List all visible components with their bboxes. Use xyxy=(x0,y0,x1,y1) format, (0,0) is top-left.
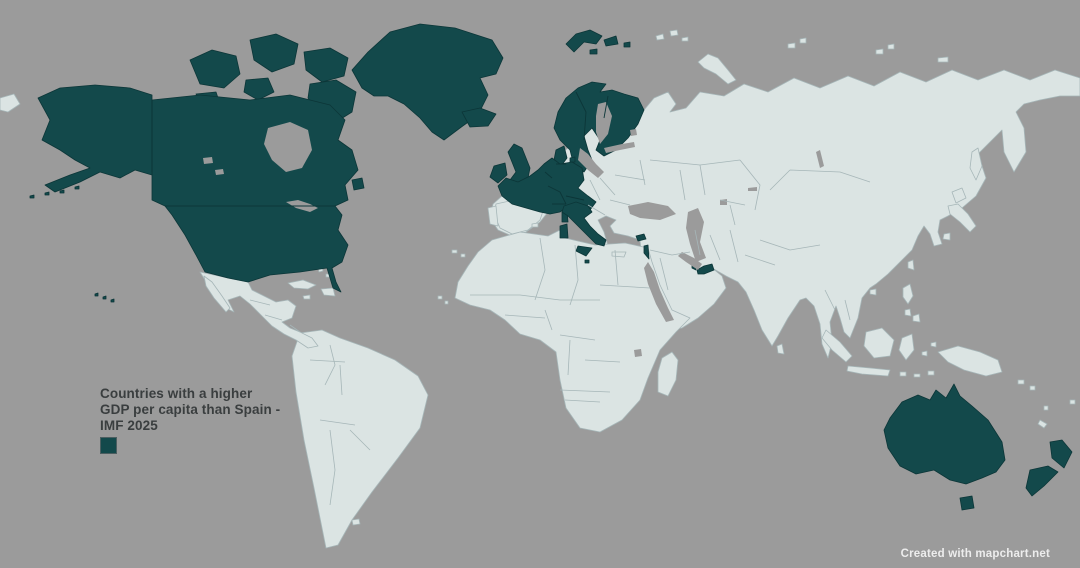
country-sardinia[interactable] xyxy=(559,223,569,239)
hudson-bay xyxy=(264,122,312,172)
credit-text: Created with mapchart.net xyxy=(900,548,1050,560)
lake-ladoga xyxy=(630,129,637,136)
lake-victoria xyxy=(634,349,642,357)
country-borneo[interactable] xyxy=(863,327,895,359)
country-svalbard[interactable] xyxy=(565,29,631,55)
country-uae[interactable] xyxy=(696,263,715,275)
country-newfoundland[interactable] xyxy=(351,177,365,191)
country-iceland[interactable] xyxy=(461,107,497,128)
baltic-sea xyxy=(578,148,604,178)
country-japan-honshu[interactable] xyxy=(947,203,977,233)
country-cape-verde[interactable] xyxy=(437,295,449,305)
country-hawaii[interactable] xyxy=(94,292,115,303)
border-lines-dark xyxy=(151,91,609,207)
country-israel[interactable] xyxy=(643,244,650,260)
country-japan-kyushu[interactable] xyxy=(942,232,951,241)
country-new-guinea[interactable] xyxy=(937,345,1003,377)
country-lesser-sunda[interactable] xyxy=(899,370,935,378)
country-sicily[interactable] xyxy=(575,245,593,257)
country-cuba[interactable] xyxy=(287,279,317,290)
country-chukotka-edge[interactable] xyxy=(0,93,21,113)
country-balearics[interactable] xyxy=(531,222,539,228)
red-sea xyxy=(644,262,674,322)
country-tasmania[interactable] xyxy=(959,495,975,511)
lake-baikal xyxy=(816,150,824,168)
country-new-zealand-north[interactable] xyxy=(1049,439,1073,469)
country-canada[interactable] xyxy=(151,94,359,207)
country-madagascar[interactable] xyxy=(657,351,679,397)
country-pacific-islands[interactable] xyxy=(1017,379,1076,429)
country-usa[interactable] xyxy=(164,205,349,293)
country-italy[interactable] xyxy=(561,201,607,247)
country-western-europe[interactable] xyxy=(497,157,597,215)
country-japan-hokkaido[interactable] xyxy=(951,187,967,204)
country-aleutian-islands[interactable] xyxy=(29,185,80,199)
country-mexico-central-america[interactable] xyxy=(199,271,319,349)
country-canada-arctic-islands[interactable] xyxy=(189,33,357,123)
country-baja-california[interactable] xyxy=(203,275,231,313)
canadian-lakes xyxy=(203,157,224,175)
country-australia[interactable] xyxy=(883,383,1006,485)
country-crete[interactable] xyxy=(611,251,627,258)
lake-balkhash xyxy=(748,187,757,191)
country-malta[interactable] xyxy=(584,259,590,264)
legend-swatch xyxy=(100,437,117,454)
gulf-of-bothnia xyxy=(596,102,612,144)
country-falkland-islands[interactable] xyxy=(351,518,361,526)
border-lines-light xyxy=(249,159,871,506)
country-canary-islands[interactable] xyxy=(451,249,466,258)
country-moluccas[interactable] xyxy=(921,341,937,357)
country-arctic-russia-islands[interactable] xyxy=(655,29,949,63)
highlighted-countries xyxy=(29,23,1073,511)
country-hispaniola[interactable] xyxy=(320,287,336,297)
country-jamaica[interactable] xyxy=(302,294,311,300)
country-ireland[interactable] xyxy=(489,162,508,184)
country-philippines[interactable] xyxy=(902,283,921,323)
country-alaska[interactable] xyxy=(37,84,153,193)
country-sumatra[interactable] xyxy=(821,329,853,363)
country-portugal[interactable] xyxy=(487,205,499,227)
country-java[interactable] xyxy=(846,365,891,377)
country-south-america[interactable] xyxy=(291,329,429,549)
persian-gulf xyxy=(678,252,702,270)
legend-title: Countries with a higher GDP per capita t… xyxy=(100,386,281,433)
country-new-zealand-south[interactable] xyxy=(1025,465,1059,497)
country-sakhalin[interactable] xyxy=(969,147,983,181)
country-novaya-zemlya[interactable] xyxy=(697,53,737,85)
black-sea xyxy=(628,202,676,220)
water-bodies xyxy=(203,102,824,357)
country-taiwan[interactable] xyxy=(907,259,915,271)
gulf-of-finland xyxy=(604,142,635,153)
country-cyprus[interactable] xyxy=(635,233,647,242)
country-sulawesi[interactable] xyxy=(898,333,915,361)
country-denmark[interactable] xyxy=(553,145,576,167)
country-sri-lanka[interactable] xyxy=(776,343,785,355)
country-hainan[interactable] xyxy=(869,288,877,296)
